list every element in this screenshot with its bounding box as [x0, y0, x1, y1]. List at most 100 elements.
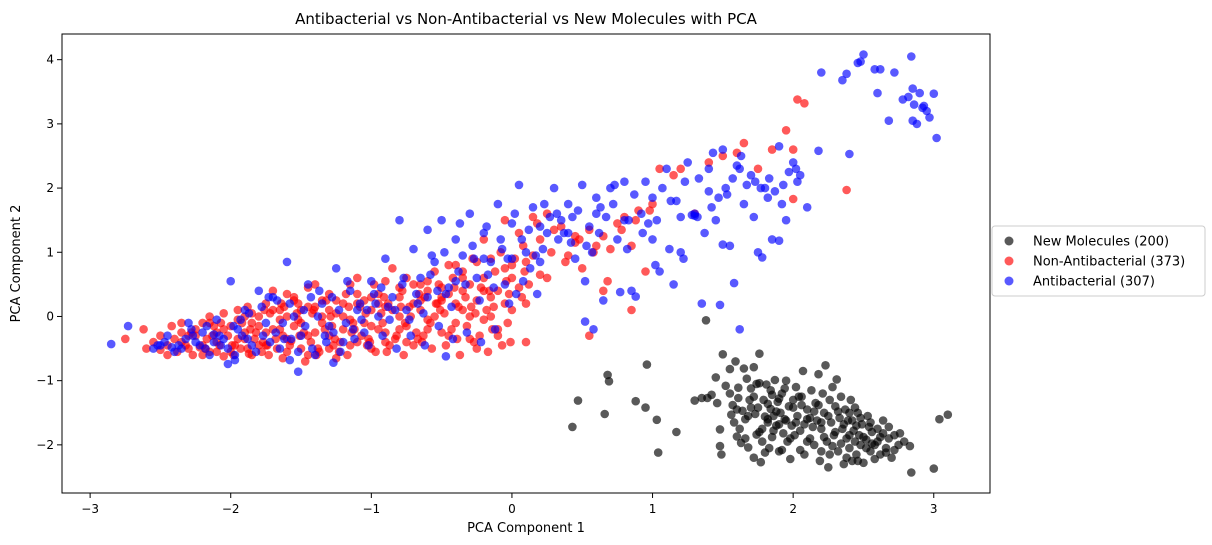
- data-point: [272, 296, 282, 305]
- y-tick-label: 2: [46, 181, 54, 195]
- data-point: [864, 422, 874, 432]
- data-point: [427, 344, 437, 353]
- data-point: [303, 280, 313, 289]
- data-point: [884, 422, 894, 432]
- data-point: [655, 267, 664, 276]
- data-point: [441, 289, 451, 299]
- data-point: [409, 280, 418, 289]
- data-point: [514, 180, 524, 190]
- data-point: [712, 398, 722, 408]
- data-point: [845, 408, 854, 418]
- data-point: [615, 287, 625, 297]
- data-point: [226, 276, 235, 286]
- data-point: [219, 309, 228, 318]
- data-point: [814, 369, 823, 379]
- data-point: [794, 392, 804, 402]
- data-point: [582, 241, 591, 251]
- data-point: [549, 225, 559, 235]
- data-point: [324, 305, 334, 315]
- data-point: [734, 383, 743, 393]
- data-point: [739, 138, 749, 148]
- data-point: [919, 101, 929, 111]
- data-point: [540, 199, 549, 209]
- data-point: [769, 426, 778, 436]
- data-point: [264, 292, 274, 302]
- data-point: [573, 206, 583, 215]
- data-point: [468, 241, 477, 251]
- data-point: [142, 344, 151, 353]
- data-point: [592, 241, 601, 251]
- data-point: [743, 411, 753, 421]
- data-point: [753, 164, 763, 174]
- data-point: [932, 133, 941, 143]
- data-point: [856, 413, 865, 423]
- legend-marker: [1004, 256, 1014, 266]
- data-point: [378, 318, 387, 328]
- data-point: [788, 194, 798, 204]
- data-point: [308, 344, 317, 353]
- data-point: [271, 328, 281, 337]
- data-point: [777, 199, 787, 209]
- data-point: [472, 273, 482, 283]
- data-point: [395, 215, 404, 225]
- data-point: [770, 187, 780, 196]
- data-point: [907, 52, 916, 61]
- data-point: [734, 393, 743, 403]
- data-point: [672, 196, 681, 206]
- data-point: [285, 299, 295, 308]
- data-point: [310, 280, 320, 289]
- data-point: [721, 183, 730, 193]
- x-tick-label: 0: [508, 502, 516, 516]
- data-point: [416, 273, 425, 283]
- data-point: [746, 403, 756, 412]
- data-point: [286, 334, 296, 344]
- data-point: [244, 349, 254, 359]
- data-point: [641, 403, 650, 412]
- data-point: [715, 300, 725, 310]
- data-point: [814, 146, 823, 156]
- data-point: [413, 299, 423, 308]
- data-point: [757, 253, 767, 262]
- data-point: [784, 167, 794, 177]
- data-point: [254, 341, 264, 350]
- data-point: [448, 334, 458, 344]
- data-point: [563, 228, 573, 238]
- y-tick-label: −2: [36, 438, 54, 452]
- data-point: [756, 183, 766, 193]
- data-point: [895, 429, 905, 438]
- data-point: [613, 219, 622, 228]
- data-point: [167, 343, 176, 352]
- data-point: [807, 386, 816, 395]
- data-point: [680, 177, 690, 186]
- data-point: [599, 286, 608, 296]
- data-point: [631, 292, 640, 301]
- data-point: [907, 468, 916, 477]
- data-point: [282, 289, 292, 299]
- data-point: [788, 145, 798, 154]
- data-point: [247, 341, 257, 350]
- data-point: [461, 280, 470, 289]
- data-point: [755, 349, 764, 359]
- x-tick-label: 1: [649, 502, 657, 516]
- data-point: [690, 396, 699, 405]
- data-point: [648, 235, 657, 244]
- data-point: [461, 292, 470, 302]
- data-point: [915, 88, 924, 98]
- data-point: [549, 183, 559, 193]
- data-point: [202, 321, 212, 331]
- data-point: [839, 420, 849, 429]
- data-point: [278, 353, 288, 363]
- data-point: [683, 158, 692, 167]
- data-point: [694, 174, 704, 183]
- data-point: [743, 443, 753, 452]
- data-point: [497, 341, 507, 350]
- data-point: [535, 270, 545, 280]
- data-point: [390, 305, 400, 315]
- data-point: [382, 347, 392, 357]
- data-point: [627, 305, 636, 315]
- data-point: [223, 359, 233, 369]
- data-point: [763, 193, 773, 202]
- data-point: [500, 280, 510, 289]
- data-point: [278, 318, 288, 328]
- data-point: [482, 305, 491, 315]
